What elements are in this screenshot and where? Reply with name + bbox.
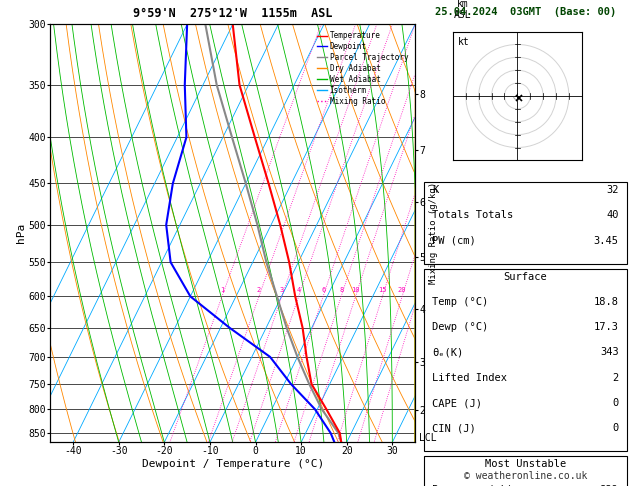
Text: 2: 2	[613, 373, 619, 383]
Text: θₑ(K): θₑ(K)	[431, 347, 463, 358]
Legend: Temperature, Dewpoint, Parcel Trajectory, Dry Adiabat, Wet Adiabat, Isotherm, Mi: Temperature, Dewpoint, Parcel Trajectory…	[314, 28, 411, 109]
Text: kt: kt	[458, 37, 470, 47]
Text: Pressure (mb): Pressure (mb)	[431, 485, 513, 486]
Text: 3.45: 3.45	[594, 236, 619, 246]
Text: LCL: LCL	[419, 433, 437, 443]
Text: 15: 15	[378, 287, 387, 293]
Text: 10: 10	[351, 287, 360, 293]
Y-axis label: hPa: hPa	[16, 223, 26, 243]
Text: CAPE (J): CAPE (J)	[431, 398, 482, 408]
Text: Temp (°C): Temp (°C)	[431, 297, 488, 307]
Text: 0: 0	[613, 423, 619, 434]
X-axis label: Dewpoint / Temperature (°C): Dewpoint / Temperature (°C)	[142, 459, 324, 469]
Text: 0: 0	[613, 398, 619, 408]
Text: 32: 32	[606, 185, 619, 195]
Text: 9°59'N  275°12'W  1155m  ASL: 9°59'N 275°12'W 1155m ASL	[133, 7, 333, 20]
Text: 889: 889	[600, 485, 619, 486]
Text: 1: 1	[220, 287, 224, 293]
Bar	[423, 269, 627, 451]
Text: 2: 2	[257, 287, 261, 293]
Text: Lifted Index: Lifted Index	[431, 373, 507, 383]
Text: 18.8: 18.8	[594, 297, 619, 307]
Text: 8: 8	[339, 287, 343, 293]
Text: Most Unstable: Most Unstable	[484, 459, 566, 469]
Text: Surface: Surface	[503, 272, 547, 282]
Bar	[423, 456, 627, 486]
Text: K: K	[431, 185, 438, 195]
Text: 6: 6	[321, 287, 325, 293]
Y-axis label: Mixing Ratio (g/kg): Mixing Ratio (g/kg)	[430, 182, 438, 284]
Text: CIN (J): CIN (J)	[431, 423, 476, 434]
Text: Totals Totals: Totals Totals	[431, 210, 513, 221]
Text: 20: 20	[398, 287, 406, 293]
Text: km
ASL: km ASL	[454, 0, 471, 20]
Text: 343: 343	[600, 347, 619, 358]
Text: 17.3: 17.3	[594, 322, 619, 332]
Text: © weatheronline.co.uk: © weatheronline.co.uk	[464, 471, 587, 481]
Text: PW (cm): PW (cm)	[431, 236, 476, 246]
Bar	[423, 182, 627, 264]
Text: 3: 3	[280, 287, 284, 293]
Text: 25.04.2024  03GMT  (Base: 00): 25.04.2024 03GMT (Base: 00)	[435, 7, 616, 17]
Text: 4: 4	[296, 287, 301, 293]
Text: 40: 40	[606, 210, 619, 221]
Text: Dewp (°C): Dewp (°C)	[431, 322, 488, 332]
